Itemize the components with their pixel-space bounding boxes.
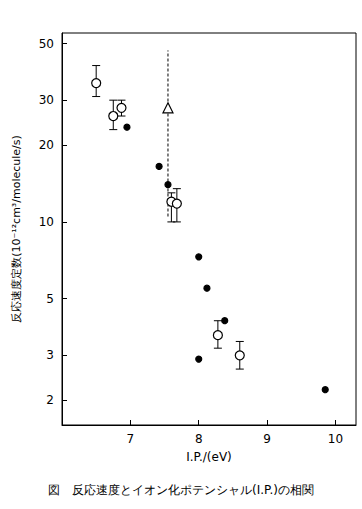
svg-text:50: 50 — [39, 37, 54, 51]
svg-text:20: 20 — [39, 138, 54, 152]
svg-text:10: 10 — [39, 215, 54, 229]
svg-text:図 反応速度とイオン化ポテンシャル(I.P.)の相関: 図 反応速度とイオン化ポテンシャル(I.P.)の相関 — [48, 483, 314, 497]
svg-text:30: 30 — [39, 93, 54, 107]
svg-text:反応速度定数(10⁻¹²cm³/molecule/s): 反応速度定数(10⁻¹²cm³/molecule/s) — [10, 135, 23, 323]
svg-text:3: 3 — [46, 348, 54, 362]
svg-text:8: 8 — [195, 432, 203, 446]
svg-text:2: 2 — [46, 393, 54, 407]
svg-text:7: 7 — [127, 432, 135, 446]
svg-text:10: 10 — [328, 432, 343, 446]
svg-text:5: 5 — [46, 292, 54, 306]
svg-text:I.P./(eV): I.P./(eV) — [186, 450, 232, 464]
svg-text:9: 9 — [263, 432, 271, 446]
